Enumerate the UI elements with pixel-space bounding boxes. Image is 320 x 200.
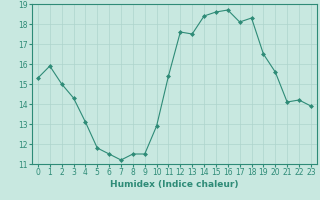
X-axis label: Humidex (Indice chaleur): Humidex (Indice chaleur) [110, 180, 239, 189]
